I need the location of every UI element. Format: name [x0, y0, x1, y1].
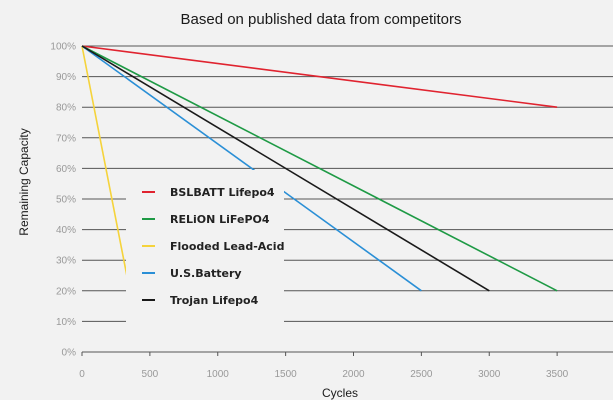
- y-tick-label: 0%: [62, 348, 77, 359]
- x-tick-label: 1500: [275, 369, 298, 380]
- x-tick-label: 3500: [546, 369, 569, 380]
- y-axis-ticks: 0% 10% 20% 30% 40% 50% 60% 70% 80% 90% 100%: [50, 42, 76, 359]
- y-tick-label: 10%: [56, 317, 76, 328]
- series-lines: [81, 45, 558, 304]
- y-tick-label: 40%: [56, 225, 76, 236]
- series-line: [81, 45, 133, 304]
- legend-label: RELiON LiFePO4: [170, 213, 270, 226]
- x-axis-ticks: 05001000150020002500300035004000: [79, 352, 569, 380]
- legend-label: Flooded Lead-Acid: [170, 240, 284, 253]
- x-tick-label: 0: [79, 369, 85, 380]
- y-tick-label: 100%: [50, 42, 76, 53]
- legend: BSLBATT Lifepo4 RELiON LiFePO4 Flooded Lea…: [126, 170, 284, 322]
- y-tick-label: 70%: [56, 133, 76, 144]
- chart-title: Based on published data from competitors: [181, 11, 462, 28]
- legend-label: Trojan Lifepo4: [170, 294, 259, 307]
- x-tick-label: 2500: [410, 369, 433, 380]
- series-line: [81, 45, 490, 292]
- y-tick-label: 30%: [56, 256, 76, 267]
- series-line: [81, 45, 558, 108]
- y-tick-label: 80%: [56, 103, 76, 114]
- legend-label: U.S.Battery: [170, 267, 242, 280]
- series-line: [81, 45, 422, 292]
- y-tick-label: 20%: [56, 286, 76, 297]
- x-tick-label: 500: [142, 369, 159, 380]
- x-tick-label: 3000: [478, 369, 501, 380]
- x-tick-label: 1000: [207, 369, 230, 380]
- y-tick-label: 90%: [56, 72, 76, 83]
- legend-label: BSLBATT Lifepo4: [170, 186, 275, 199]
- y-axis-label: Remaining Capacity: [17, 128, 31, 235]
- series-line: [81, 45, 558, 292]
- x-axis-label: Cycles: [322, 386, 358, 400]
- y-tick-label: 60%: [56, 164, 76, 175]
- y-tick-label: 50%: [56, 195, 76, 206]
- x-tick-label: 2000: [342, 369, 365, 380]
